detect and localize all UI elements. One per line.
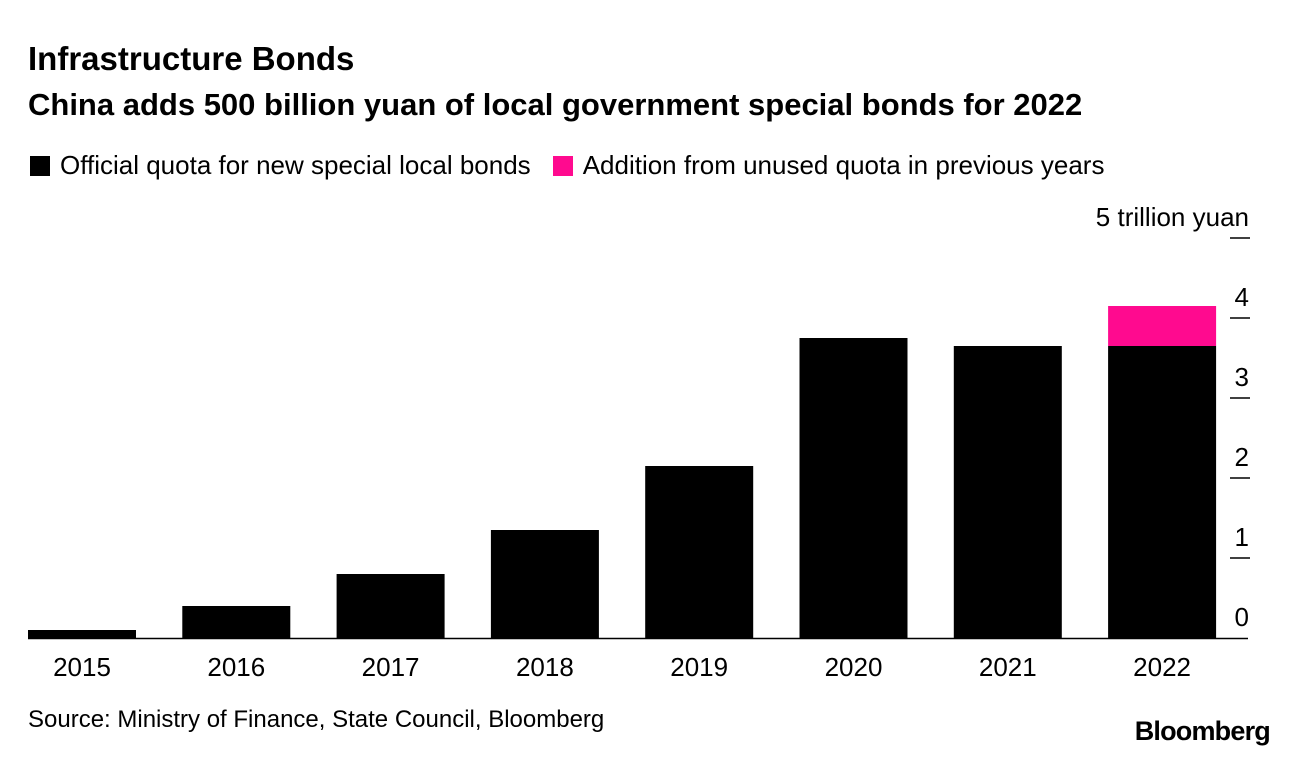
- bar-2015-official: [28, 630, 136, 638]
- x-tick-label-2020: 2020: [825, 652, 883, 682]
- legend-label-official: Official quota for new special local bon…: [60, 150, 531, 180]
- legend-swatch-addition: [552, 155, 573, 176]
- x-tick-label-2022: 2022: [1133, 652, 1191, 682]
- bar-2022-official: [1108, 346, 1217, 638]
- x-tick-label-2015: 2015: [53, 652, 111, 682]
- x-tick-label-2017: 2017: [362, 652, 420, 682]
- legend-swatch-official: [30, 155, 50, 176]
- bar-2018-official: [490, 530, 599, 638]
- bloomberg-logo: Bloomberg: [1134, 716, 1271, 746]
- legend-label-addition: Addition from unused quota in previous y…: [582, 150, 1105, 180]
- y-tick-label-3: 3: [1235, 362, 1249, 392]
- bar-2016-official: [182, 606, 291, 638]
- legend: Official quota for new special local bon…: [30, 150, 1126, 181]
- chart-subtitle: China adds 500 billion yuan of local gov…: [28, 87, 1083, 122]
- y-tick-label-4: 4: [1235, 282, 1249, 312]
- source-note: Source: Ministry of Finance, State Counc…: [28, 706, 605, 733]
- legend-item-addition: Addition from unused quota in previous y…: [552, 150, 1105, 181]
- bar-2019-official: [645, 466, 754, 638]
- legend-item-official: Official quota for new special local bon…: [30, 150, 531, 181]
- x-tick-label-2019: 2019: [670, 652, 728, 682]
- x-tick-label-2016: 2016: [207, 652, 265, 682]
- chart-title: Infrastructure Bonds: [28, 40, 355, 77]
- y-tick-label-5: 5 trillion yuan: [1096, 202, 1249, 232]
- bar-2017-official: [336, 574, 445, 638]
- x-tick-label-2021: 2021: [979, 652, 1037, 682]
- y-tick-label-0: 0: [1235, 602, 1249, 632]
- x-tick-label-2018: 2018: [516, 652, 574, 682]
- bar-2021-official: [953, 346, 1062, 638]
- y-tick-label-2: 2: [1235, 442, 1249, 472]
- y-tick-label-1: 1: [1235, 522, 1249, 552]
- bar-2020-official: [799, 338, 908, 638]
- bar-2022-addition: [1108, 306, 1217, 346]
